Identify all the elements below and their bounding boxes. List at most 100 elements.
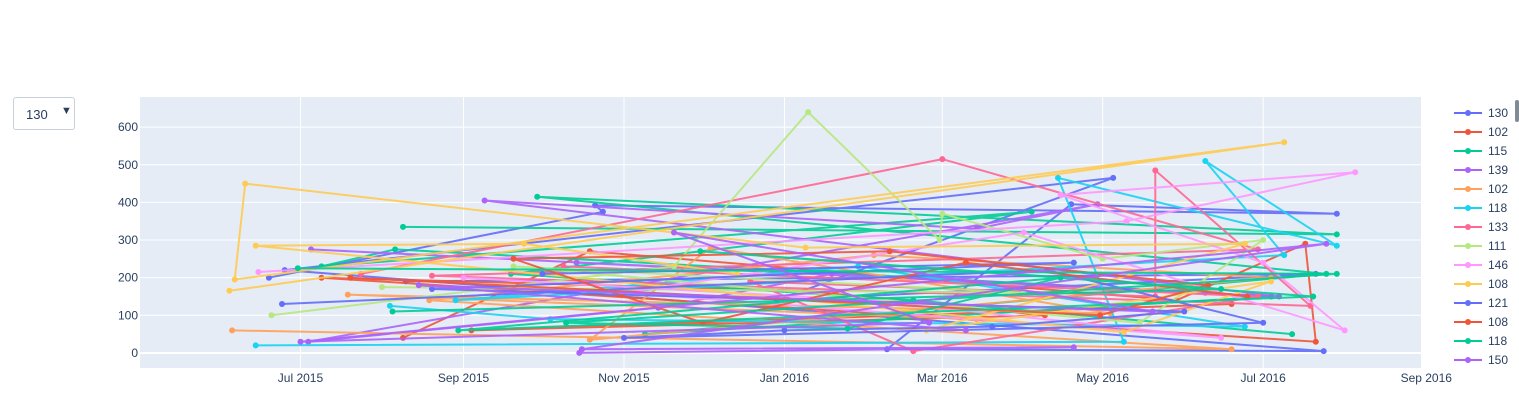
data-point	[510, 263, 517, 270]
x-tick-label: Jan 2016	[760, 371, 810, 385]
legend-item[interactable]: 118	[1454, 334, 1507, 348]
data-point	[1149, 308, 1156, 315]
legend-swatch-marker	[1465, 224, 1471, 230]
data-point	[1333, 270, 1340, 277]
data-point	[1260, 237, 1267, 243]
data-point	[802, 244, 809, 251]
legend-label: 121	[1488, 296, 1508, 310]
data-point	[926, 319, 933, 326]
legend-item[interactable]: 130	[1454, 106, 1508, 120]
dropdown-arrow-icon: ▼	[61, 105, 72, 117]
legend-item[interactable]: 133	[1454, 220, 1508, 234]
data-point	[429, 272, 435, 279]
legend-label: 150	[1488, 353, 1508, 367]
legend-label: 146	[1488, 258, 1508, 272]
legend-item[interactable]: 121	[1454, 296, 1508, 310]
data-point	[1055, 174, 1061, 181]
series-111	[268, 109, 1267, 326]
data-point	[386, 302, 393, 309]
data-point	[1260, 319, 1267, 326]
y-tick-label: 500	[118, 158, 138, 172]
legend-item[interactable]: 146	[1454, 258, 1508, 272]
data-point	[415, 282, 422, 289]
data-point	[279, 301, 285, 307]
legend-label: 139	[1488, 163, 1508, 177]
data-point	[844, 325, 851, 332]
data-point	[460, 274, 467, 281]
legend-item[interactable]: 139	[1454, 163, 1508, 177]
series-150	[297, 229, 1330, 356]
data-point	[252, 242, 259, 249]
data-point	[936, 237, 943, 243]
data-point	[1241, 240, 1248, 247]
legend-swatch-marker	[1465, 281, 1471, 287]
legend-scrollbar[interactable]	[1515, 100, 1519, 122]
data-point	[621, 334, 627, 341]
data-point	[1312, 338, 1319, 345]
data-point	[939, 156, 946, 163]
legend-swatch-marker	[1465, 338, 1471, 344]
series-line	[297, 250, 1337, 332]
x-tick-label: Jul 2015	[278, 371, 324, 385]
legend-item[interactable]: 102	[1454, 125, 1508, 139]
data-point	[1320, 348, 1327, 355]
data-point	[297, 338, 304, 345]
data-point	[1218, 286, 1225, 292]
data-point	[697, 248, 704, 255]
data-point	[1244, 293, 1251, 300]
data-point	[347, 274, 354, 281]
legend-item[interactable]: 111	[1454, 239, 1507, 253]
y-tick-label: 600	[118, 120, 138, 134]
y-tick-label: 0	[131, 346, 138, 360]
data-point	[1289, 331, 1296, 338]
legend-swatch-marker	[1465, 300, 1471, 306]
data-point	[1241, 323, 1248, 330]
dropdown-selected-value: 130	[26, 107, 48, 122]
series-line	[281, 261, 1264, 339]
data-point	[939, 210, 946, 217]
x-tick-label: Mar 2016	[917, 371, 968, 385]
data-point	[962, 327, 969, 334]
legend-label: 102	[1488, 182, 1508, 196]
axis-tick-labels: 0 100 200 300 400 500 600 Jul 2015 Sep 2015 Nov 2…	[118, 120, 1452, 385]
x-tick-label: Jul 2016	[1240, 371, 1286, 385]
data-point	[1136, 319, 1143, 326]
legend-swatch-marker	[1465, 243, 1471, 249]
legend-swatch-marker	[1465, 167, 1471, 173]
legend-label: 108	[1488, 315, 1508, 329]
data-point	[510, 255, 517, 262]
data-point	[229, 327, 236, 334]
grid-lines	[140, 97, 1427, 368]
data-point	[294, 265, 301, 272]
data-point	[242, 180, 249, 187]
data-point	[268, 312, 275, 319]
legend-item[interactable]: 102	[1454, 182, 1508, 196]
series-line	[229, 141, 1285, 334]
data-point	[1228, 346, 1235, 353]
data-point	[1310, 293, 1317, 300]
legend-label: 118	[1488, 201, 1507, 215]
data-point	[563, 319, 570, 326]
data-point	[1020, 229, 1027, 236]
legend-item[interactable]: 150	[1454, 353, 1508, 367]
data-point	[599, 208, 606, 215]
data-point	[539, 270, 546, 277]
legend-item[interactable]: 118	[1454, 201, 1507, 215]
data-point	[1120, 329, 1127, 336]
legend-item[interactable]: 108	[1454, 277, 1508, 291]
legend-swatch-marker	[1465, 319, 1471, 325]
data-point	[671, 229, 677, 236]
data-point	[344, 291, 351, 298]
data-point	[1057, 191, 1064, 198]
legend-label: 115	[1488, 144, 1507, 158]
data-point	[1097, 312, 1104, 319]
data-point	[1152, 167, 1159, 174]
legend-item[interactable]: 108	[1454, 315, 1508, 329]
data-point	[586, 336, 593, 343]
data-point	[1218, 334, 1225, 341]
legend-swatch-marker	[1465, 357, 1471, 363]
data-point	[886, 248, 893, 255]
legend-item[interactable]: 115	[1454, 144, 1507, 158]
series-dropdown[interactable]: 130 ▼	[13, 97, 75, 130]
